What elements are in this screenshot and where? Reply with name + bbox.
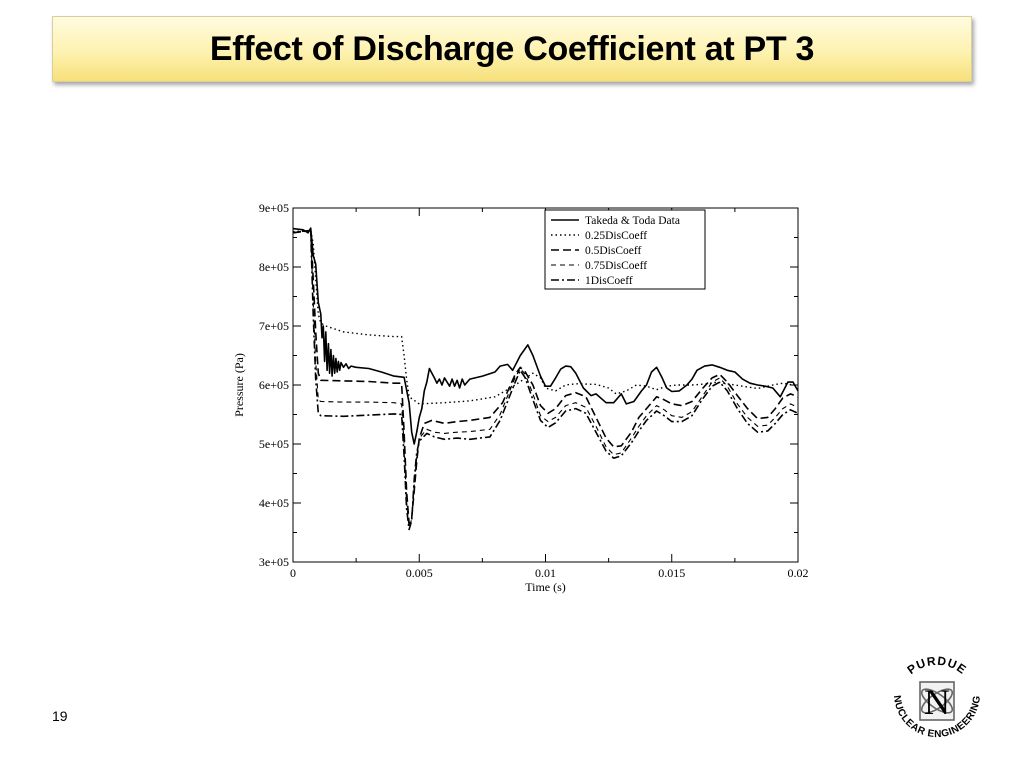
y-tick-label: 7e+05 bbox=[259, 319, 289, 333]
y-tick-label: 8e+05 bbox=[259, 260, 289, 274]
y-axis-label: Pressure (Pa) bbox=[232, 353, 246, 417]
legend-box bbox=[544, 209, 706, 290]
slide-number: 19 bbox=[52, 708, 68, 724]
logo-text-top: PURDUE bbox=[905, 654, 969, 677]
series-line-2 bbox=[292, 229, 799, 525]
title-banner: Effect of Discharge Coefficient at PT 3 bbox=[52, 16, 972, 82]
y-tick-label: 5e+05 bbox=[259, 437, 289, 451]
chart-legend: Takeda & Toda Data 0.25DisCoeff 0.5DisCoef… bbox=[544, 209, 706, 290]
x-tick-label: 0.01 bbox=[535, 566, 556, 580]
y-tick-label: 3e+05 bbox=[259, 555, 289, 569]
legend-label: 0.75DisCoeff bbox=[585, 260, 647, 272]
x-tick-label: 0 bbox=[290, 566, 296, 580]
y-tick-label: 6e+05 bbox=[259, 378, 289, 392]
legend-label: 0.25DisCoeff bbox=[585, 230, 647, 242]
x-tick-label: 0.02 bbox=[788, 566, 809, 580]
svg-text:PURDUE: PURDUE bbox=[905, 654, 970, 677]
legend-label: 1DisCoeff bbox=[585, 275, 633, 287]
x-tick-label: 0.005 bbox=[406, 566, 433, 580]
purdue-nuclear-engineering-logo: N PURDUE NUCLEAR ENGINEERING bbox=[884, 648, 990, 754]
series-line-4 bbox=[292, 229, 799, 531]
y-tick-label: 4e+05 bbox=[259, 496, 289, 510]
series-line-0 bbox=[292, 227, 799, 445]
legend-label: 0.5DisCoeff bbox=[585, 245, 641, 257]
slide-title: Effect of Discharge Coefficient at PT 3 bbox=[209, 29, 815, 68]
x-tick-label: 0.015 bbox=[658, 566, 685, 580]
series-line-1 bbox=[292, 229, 799, 405]
x-axis-label: Time (s) bbox=[525, 580, 566, 594]
legend-label: Takeda & Toda Data bbox=[585, 215, 680, 227]
y-tick-label: 9e+05 bbox=[259, 201, 289, 215]
logo-letter: N bbox=[924, 682, 950, 722]
